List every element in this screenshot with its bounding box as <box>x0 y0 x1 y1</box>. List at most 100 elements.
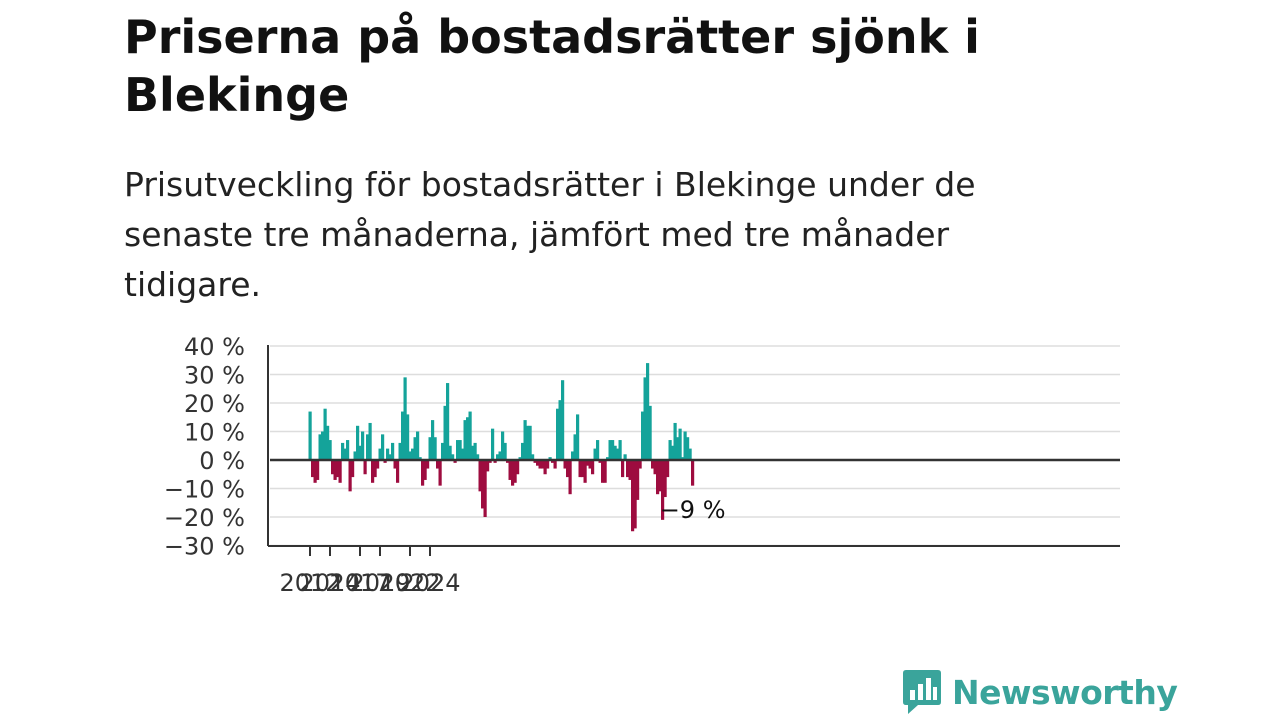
bar <box>353 451 357 460</box>
bar <box>388 454 392 460</box>
bar <box>416 431 420 460</box>
bar <box>356 425 360 460</box>
bar <box>488 460 492 463</box>
y-tick-label: 10 % <box>184 419 245 447</box>
bar <box>671 445 675 460</box>
bar <box>351 460 355 478</box>
bar <box>666 460 670 478</box>
bar <box>503 442 507 460</box>
bar <box>603 460 607 483</box>
chart-title: Priserna på bostadsrätter sjönk i Blekin… <box>124 10 980 122</box>
x-tick-label: 2024 <box>399 569 460 597</box>
bar <box>508 460 512 480</box>
bar <box>368 422 372 460</box>
bar <box>396 460 400 483</box>
newsworthy-chart-bubble-icon <box>903 670 941 714</box>
bar <box>493 460 497 463</box>
bar <box>531 454 535 460</box>
bar <box>631 460 635 532</box>
bar <box>421 460 425 486</box>
x-tick-label: 2012 <box>279 569 340 597</box>
bar <box>413 437 417 460</box>
bar <box>328 440 332 460</box>
bar <box>661 460 665 520</box>
bar <box>423 460 427 480</box>
bar <box>511 460 515 486</box>
bar <box>556 408 560 460</box>
bar <box>426 460 430 469</box>
bar <box>526 425 530 460</box>
bar <box>676 437 680 460</box>
bar <box>501 431 505 460</box>
bar <box>588 460 592 469</box>
bar <box>646 363 650 460</box>
bar <box>431 420 435 460</box>
bar <box>658 460 662 492</box>
bar <box>518 457 522 460</box>
bar <box>638 460 642 469</box>
bar <box>516 460 520 475</box>
bar <box>613 445 617 460</box>
bar <box>608 440 612 460</box>
bar <box>653 460 657 475</box>
bar <box>673 422 677 460</box>
bar <box>606 457 610 460</box>
bar <box>348 460 352 492</box>
bar <box>636 460 640 500</box>
bar <box>643 377 647 460</box>
bar <box>481 460 485 509</box>
bar <box>398 442 402 460</box>
bar <box>618 440 622 460</box>
bar <box>561 380 565 460</box>
bar <box>571 451 575 460</box>
bar <box>521 442 525 460</box>
bar <box>311 460 315 478</box>
bar <box>381 434 385 460</box>
y-tick-label: −10 % <box>164 476 245 504</box>
x-tick-label: 2017 <box>329 569 390 597</box>
y-tick-label: 20 % <box>184 390 245 418</box>
bar <box>366 434 370 460</box>
x-tick-label: 2014 <box>299 569 360 597</box>
bar <box>498 451 502 460</box>
bar <box>318 434 322 460</box>
bar <box>468 411 472 460</box>
bar <box>471 445 475 460</box>
bar <box>408 451 412 460</box>
bar <box>551 460 555 463</box>
bar <box>591 460 595 475</box>
bar <box>466 417 470 460</box>
newsworthy-logo: Newsworthy <box>902 668 1178 716</box>
bar <box>626 460 630 478</box>
bar <box>448 445 452 460</box>
bar <box>623 454 627 460</box>
bar <box>341 442 345 460</box>
bar <box>313 460 317 483</box>
bar <box>403 377 407 460</box>
bar <box>691 460 695 486</box>
y-tick-label: 0 % <box>199 447 245 475</box>
bar <box>683 431 687 460</box>
bar <box>621 460 625 478</box>
bar <box>628 460 632 480</box>
bar <box>563 460 567 469</box>
bar <box>593 448 597 460</box>
last-value-label: −9 % <box>660 496 726 524</box>
bar <box>463 420 467 460</box>
bar <box>601 460 605 483</box>
bar <box>541 460 545 469</box>
bar-chart: 40 %30 %20 %10 %0 %−10 %−20 %−30 % 20122… <box>164 333 1120 597</box>
bar <box>678 428 682 460</box>
bar <box>346 440 350 460</box>
bar <box>391 442 395 460</box>
bar <box>473 442 477 460</box>
bar <box>533 460 537 463</box>
y-tick-label: 40 % <box>184 333 245 361</box>
bar <box>308 411 312 460</box>
bar <box>476 454 480 460</box>
bars <box>308 363 695 532</box>
bar <box>478 460 482 492</box>
bar <box>568 460 572 495</box>
chart-subtitle: Prisutveckling för bostadsrätter i Bleki… <box>124 165 976 304</box>
